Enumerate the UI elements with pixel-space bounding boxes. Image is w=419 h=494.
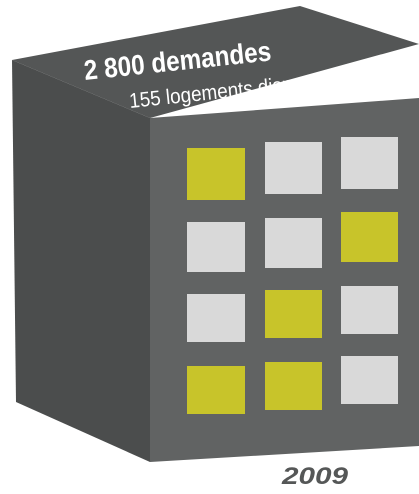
page: {"headline": "2 800 demandes", "subline"… (0, 0, 419, 494)
window (265, 142, 322, 194)
window (341, 356, 398, 404)
left-face (12, 60, 150, 462)
window (341, 286, 398, 334)
window (187, 148, 245, 200)
window (265, 290, 322, 338)
building-infographic: 2 800 demandes 155 logements disponibles… (0, 0, 419, 494)
window (265, 362, 322, 410)
window (341, 137, 398, 189)
window (341, 212, 398, 262)
window (265, 218, 322, 268)
window (187, 222, 245, 272)
year: 2009 (281, 463, 349, 490)
window (187, 366, 245, 414)
window (187, 294, 245, 342)
